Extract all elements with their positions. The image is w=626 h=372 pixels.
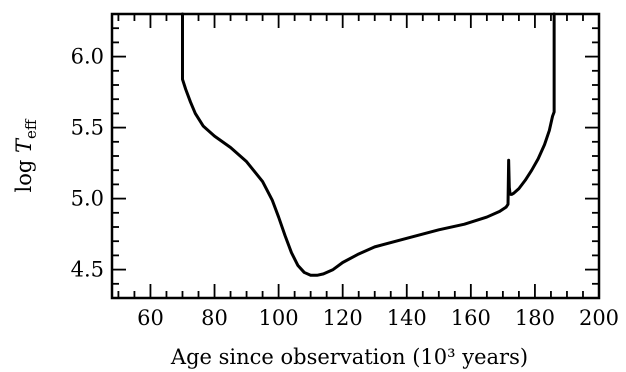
y-tick-label: 5.5 [71, 116, 104, 140]
series-line [180, 12, 556, 277]
x-tick-label: 140 [387, 306, 427, 330]
x-tick-label: 160 [451, 306, 491, 330]
x-tick-label: 100 [259, 306, 299, 330]
y-tick-label: 6.0 [71, 45, 104, 69]
y-tick-label: 4.5 [71, 258, 104, 282]
y-tick-label: 5.0 [71, 187, 104, 211]
x-tick-label: 120 [323, 306, 363, 330]
y-axis-label-prefix: log [12, 153, 36, 192]
x-tick-label: 180 [515, 306, 555, 330]
y-axis-label: log Teff [12, 118, 40, 192]
axis-ticks [112, 13, 600, 299]
y-axis-label-symbol: T [12, 137, 36, 153]
x-tick-label: 60 [137, 306, 164, 330]
y-axis-label-subscript: eff [22, 118, 40, 139]
x-tick-label: 200 [579, 306, 619, 330]
axis-tick-labels: 60 80 100 120 140 160 180 200 4.5 5.0 5.5 6.0 [71, 45, 619, 330]
x-tick-label: 80 [201, 306, 228, 330]
x-axis-label: Age since observation (10³ years) [170, 345, 528, 369]
